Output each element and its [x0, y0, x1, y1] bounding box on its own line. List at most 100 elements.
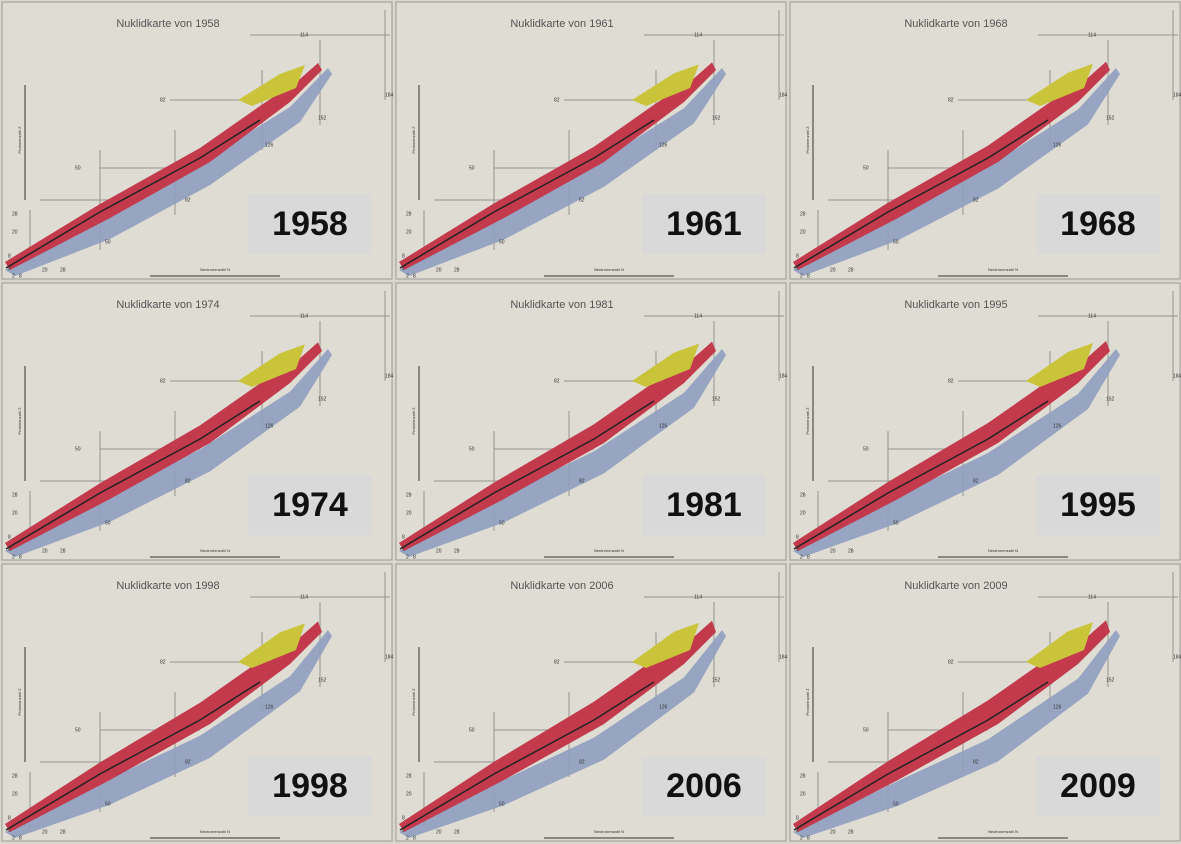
- proton-magic-label: 114: [300, 313, 308, 319]
- proton-magic-label: 82: [948, 659, 954, 665]
- neutron-magic-label: 50: [499, 520, 505, 526]
- neutron-magic-label: 28: [60, 267, 66, 273]
- proton-magic-label: 82: [554, 97, 560, 103]
- neutron-magic-label: 82: [185, 197, 191, 203]
- proton-magic-label: 50: [469, 727, 475, 733]
- neutron-magic-label: 20: [42, 829, 48, 835]
- y-axis-label: Protonenzahl Z: [411, 407, 416, 435]
- neutron-magic-label: 152: [712, 115, 721, 121]
- panel-title: Nuklidkarte von 2006: [510, 580, 613, 592]
- year-label: 1981: [666, 486, 742, 524]
- neutron-magic-label: 20: [42, 548, 48, 554]
- neutron-magic-label: 126: [265, 423, 274, 429]
- proton-magic-label: 50: [469, 446, 475, 452]
- neutron-magic-label: 50: [105, 801, 111, 807]
- y-axis-label: Protonenzahl Z: [411, 688, 416, 716]
- neutron-magic-label: 2: [406, 273, 409, 279]
- neutron-magic-label: 50: [499, 801, 505, 807]
- neutron-magic-label: 152: [712, 396, 721, 402]
- neutron-magic-label: 28: [848, 548, 854, 554]
- proton-magic-label: 28: [406, 211, 412, 217]
- year-label: 1961: [666, 205, 742, 243]
- proton-magic-label: 82: [948, 378, 954, 384]
- neutron-magic-label: 184: [779, 373, 788, 379]
- proton-magic-label: 28: [800, 773, 806, 779]
- x-axis-label: Neutronenzahl N: [594, 548, 624, 553]
- neutron-magic-label: 28: [454, 548, 460, 554]
- neutron-magic-label: 126: [1053, 704, 1062, 710]
- neutron-magic-label: 28: [60, 829, 66, 835]
- proton-magic-label: 2: [8, 546, 11, 552]
- y-axis-label: Protonenzahl Z: [17, 688, 22, 716]
- year-label: 1995: [1060, 486, 1136, 524]
- neutron-magic-label: 82: [973, 197, 979, 203]
- proton-magic-label: 28: [12, 773, 18, 779]
- proton-magic-label: 82: [160, 659, 166, 665]
- neutron-magic-label: 184: [779, 92, 788, 98]
- page: Nuklidkarte von 195828202850821142820285…: [0, 0, 1181, 844]
- proton-magic-label: 82: [554, 659, 560, 665]
- neutron-magic-label: 2: [800, 554, 803, 560]
- proton-magic-label: 20: [406, 510, 412, 516]
- neutron-magic-label: 20: [436, 548, 442, 554]
- neutron-magic-label: 50: [893, 801, 899, 807]
- neutron-magic-label: 8: [807, 554, 810, 560]
- neutron-magic-label: 8: [807, 835, 810, 841]
- proton-magic-label: 114: [1088, 313, 1096, 319]
- neutron-magic-label: 184: [385, 92, 394, 98]
- proton-magic-label: 82: [948, 97, 954, 103]
- neutron-magic-label: 2: [12, 554, 15, 560]
- neutron-magic-label: 50: [105, 520, 111, 526]
- neutron-magic-label: 184: [1173, 92, 1181, 98]
- neutron-magic-label: 82: [579, 197, 585, 203]
- neutron-magic-label: 126: [659, 704, 668, 710]
- neutron-magic-label: 2: [12, 835, 15, 841]
- panel-title: Nuklidkarte von 1995: [904, 299, 1007, 311]
- photo: Nuklidkarte von 195828202850821142820285…: [0, 0, 1181, 844]
- proton-magic-label: 2: [796, 265, 799, 271]
- proton-magic-label: 28: [406, 773, 412, 779]
- proton-magic-label: 50: [863, 165, 869, 171]
- neutron-magic-label: 8: [413, 273, 416, 279]
- neutron-magic-label: 50: [893, 239, 899, 245]
- neutron-magic-label: 126: [265, 142, 274, 148]
- neutron-magic-label: 8: [413, 835, 416, 841]
- proton-magic-label: 28: [12, 492, 18, 498]
- proton-magic-label: 20: [800, 510, 806, 516]
- x-axis-label: Neutronenzahl N: [988, 267, 1018, 272]
- neutron-magic-label: 2: [800, 273, 803, 279]
- proton-magic-label: 114: [300, 594, 308, 600]
- neutron-magic-label: 2: [406, 554, 409, 560]
- proton-magic-label: 50: [75, 165, 81, 171]
- neutron-magic-label: 28: [848, 829, 854, 835]
- neutron-magic-label: 20: [830, 829, 836, 835]
- neutron-magic-label: 8: [19, 835, 22, 841]
- proton-magic-label: 8: [402, 253, 405, 259]
- neutron-magic-label: 184: [385, 654, 394, 660]
- neutron-magic-label: 8: [413, 554, 416, 560]
- neutron-magic-label: 28: [454, 829, 460, 835]
- proton-magic-label: 2: [8, 265, 11, 271]
- neutron-magic-label: 82: [579, 759, 585, 765]
- proton-magic-label: 114: [694, 594, 702, 600]
- neutron-magic-label: 82: [185, 478, 191, 484]
- proton-magic-label: 50: [75, 446, 81, 452]
- panel-title: Nuklidkarte von 1974: [116, 299, 219, 311]
- neutron-magic-label: 152: [1106, 677, 1115, 683]
- proton-magic-label: 8: [402, 534, 405, 540]
- proton-magic-label: 114: [1088, 32, 1096, 38]
- neutron-magic-label: 2: [800, 835, 803, 841]
- proton-magic-label: 28: [800, 492, 806, 498]
- x-axis-label: Neutronenzahl N: [988, 548, 1018, 553]
- neutron-magic-label: 126: [265, 704, 274, 710]
- neutron-magic-label: 184: [1173, 373, 1181, 379]
- year-label: 1998: [272, 767, 348, 805]
- y-axis-label: Protonenzahl Z: [411, 126, 416, 154]
- panel-title: Nuklidkarte von 1968: [904, 18, 1007, 30]
- y-axis-label: Protonenzahl Z: [805, 126, 810, 154]
- year-label: 1974: [272, 486, 348, 524]
